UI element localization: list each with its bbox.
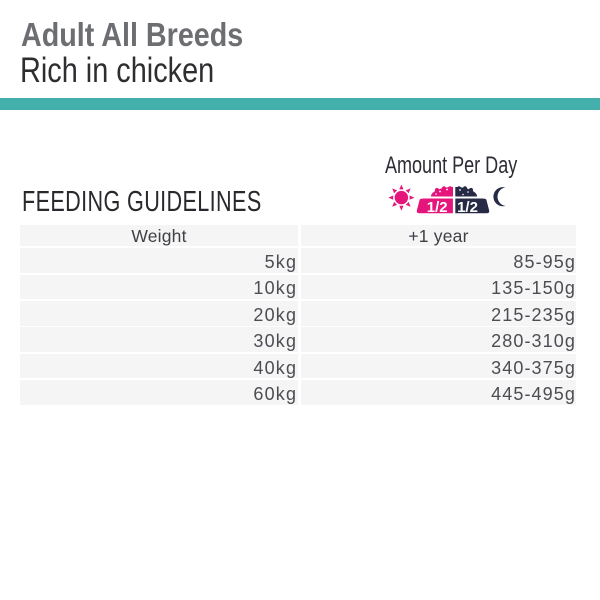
svg-text:1/2: 1/2 (457, 199, 478, 216)
svg-text:1/2: 1/2 (427, 199, 448, 216)
